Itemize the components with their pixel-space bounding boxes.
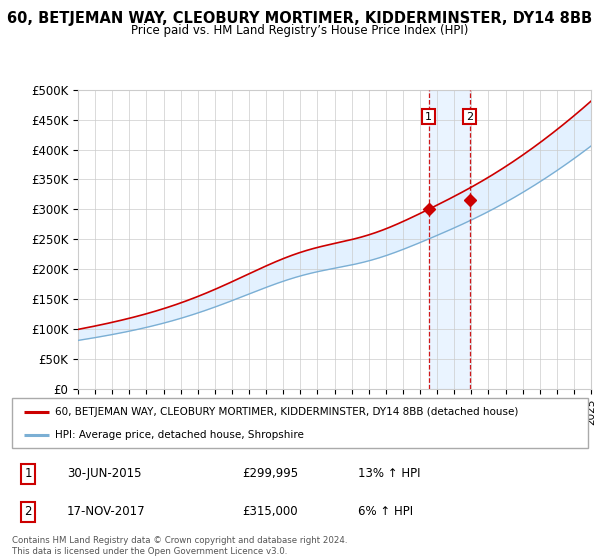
Text: £315,000: £315,000 [242, 505, 298, 519]
Text: 1: 1 [25, 467, 32, 480]
Text: 2: 2 [466, 111, 473, 122]
Text: 13% ↑ HPI: 13% ↑ HPI [358, 467, 420, 480]
Text: Price paid vs. HM Land Registry’s House Price Index (HPI): Price paid vs. HM Land Registry’s House … [131, 24, 469, 37]
Text: HPI: Average price, detached house, Shropshire: HPI: Average price, detached house, Shro… [55, 431, 304, 440]
Text: 1: 1 [425, 111, 432, 122]
Text: 2: 2 [25, 505, 32, 519]
Text: 30-JUN-2015: 30-JUN-2015 [67, 467, 141, 480]
Text: Contains HM Land Registry data © Crown copyright and database right 2024.
This d: Contains HM Land Registry data © Crown c… [12, 536, 347, 556]
Text: 6% ↑ HPI: 6% ↑ HPI [358, 505, 413, 519]
Text: 60, BETJEMAN WAY, CLEOBURY MORTIMER, KIDDERMINSTER, DY14 8BB: 60, BETJEMAN WAY, CLEOBURY MORTIMER, KID… [7, 11, 593, 26]
Text: £299,995: £299,995 [242, 467, 299, 480]
Text: 17-NOV-2017: 17-NOV-2017 [67, 505, 145, 519]
Text: 60, BETJEMAN WAY, CLEOBURY MORTIMER, KIDDERMINSTER, DY14 8BB (detached house): 60, BETJEMAN WAY, CLEOBURY MORTIMER, KID… [55, 407, 518, 417]
Bar [428, 90, 470, 389]
